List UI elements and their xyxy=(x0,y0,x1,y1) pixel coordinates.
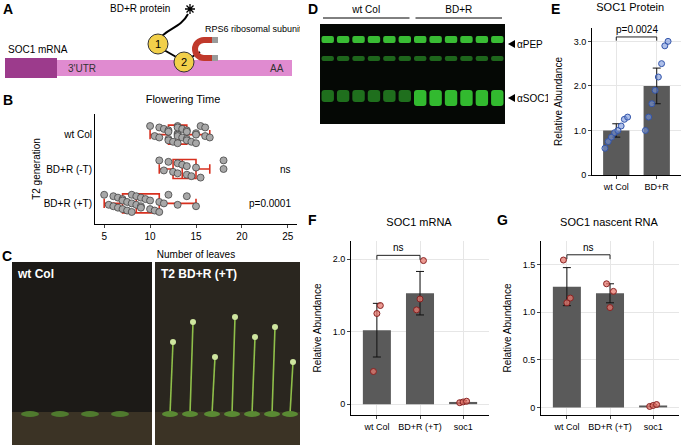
svg-text:wt Col: wt Col xyxy=(553,422,579,432)
svg-text:BD+R (-T): BD+R (-T) xyxy=(46,164,92,175)
svg-text:T2 generation: T2 generation xyxy=(31,138,42,200)
svg-text:1.5: 1.5 xyxy=(523,260,536,270)
svg-text:SOC1 mRNA: SOC1 mRNA xyxy=(8,44,68,55)
svg-text:RPS6 ribosomal subunit: RPS6 ribosomal subunit xyxy=(205,24,300,34)
svg-text:SOC1 Protein: SOC1 Protein xyxy=(596,1,664,13)
svg-text:2.0: 2.0 xyxy=(574,81,587,91)
svg-text:10: 10 xyxy=(145,231,157,242)
html-text:B: B xyxy=(3,92,14,108)
svg-text:0: 0 xyxy=(530,403,535,413)
svg-text:SOC1 nascent RNA: SOC1 nascent RNA xyxy=(560,216,658,228)
svg-text:Number of leaves: Number of leaves xyxy=(157,249,235,260)
svg-text:20: 20 xyxy=(236,231,248,242)
svg-text:0: 0 xyxy=(581,170,586,180)
svg-text:αPEP: αPEP xyxy=(517,39,543,50)
svg-text:15: 15 xyxy=(190,231,202,242)
html-text:C: C xyxy=(2,248,13,264)
svg-text:BD+R (+T): BD+R (+T) xyxy=(588,422,632,432)
html-text:A: A xyxy=(3,1,14,17)
svg-text:0: 0 xyxy=(340,399,345,409)
svg-text:Relative Abundance: Relative Abundance xyxy=(502,283,513,372)
svg-text:αSOC1: αSOC1 xyxy=(517,93,548,104)
svg-text:Flowering Time: Flowering Time xyxy=(146,93,221,105)
svg-text:1.0: 1.0 xyxy=(523,307,536,317)
svg-text:soc1: soc1 xyxy=(644,422,663,432)
svg-text:AA: AA xyxy=(270,63,284,74)
svg-text:wt Col: wt Col xyxy=(63,129,92,140)
svg-text:Relative Abundance: Relative Abundance xyxy=(553,57,564,146)
svg-text:1: 1 xyxy=(155,38,161,50)
svg-text:wt Col: wt Col xyxy=(603,182,629,192)
svg-text:5: 5 xyxy=(101,231,107,242)
html-text:G: G xyxy=(497,212,508,228)
svg-text:25: 25 xyxy=(282,231,294,242)
html-text:D: D xyxy=(308,1,319,17)
svg-text:p=0.0001: p=0.0001 xyxy=(249,198,291,209)
svg-text:BD+R: BD+R xyxy=(445,4,472,15)
svg-text:soc1: soc1 xyxy=(454,422,473,432)
html-text:F: F xyxy=(308,212,317,228)
html-text:E: E xyxy=(551,1,561,17)
svg-text:3.0: 3.0 xyxy=(574,37,587,47)
svg-text:wt Col: wt Col xyxy=(363,422,389,432)
svg-text:wt Col: wt Col xyxy=(351,4,380,15)
svg-text:BD+R: BD+R xyxy=(645,182,670,192)
svg-text:ns: ns xyxy=(583,242,594,253)
svg-text:2: 2 xyxy=(181,56,187,68)
svg-text:T2 BD+R (+T): T2 BD+R (+T) xyxy=(161,267,237,281)
svg-text:ns: ns xyxy=(280,164,291,175)
svg-text:1.0: 1.0 xyxy=(333,327,346,337)
svg-text:3'UTR: 3'UTR xyxy=(68,63,96,74)
svg-text:1.0: 1.0 xyxy=(574,126,587,136)
svg-text:ns: ns xyxy=(393,242,404,253)
svg-text:BD+R protein: BD+R protein xyxy=(110,3,170,14)
svg-text:p=0.0024: p=0.0024 xyxy=(616,24,658,35)
svg-text:Relative Abundance: Relative Abundance xyxy=(312,283,323,372)
svg-text:BD+R (+T): BD+R (+T) xyxy=(44,198,92,209)
svg-text:wt Col: wt Col xyxy=(17,267,54,281)
svg-text:2.0: 2.0 xyxy=(333,254,346,264)
svg-text:BD+R (+T): BD+R (+T) xyxy=(398,422,442,432)
svg-text:SOC1 mRNA: SOC1 mRNA xyxy=(386,216,452,228)
svg-text:0.5: 0.5 xyxy=(523,355,536,365)
